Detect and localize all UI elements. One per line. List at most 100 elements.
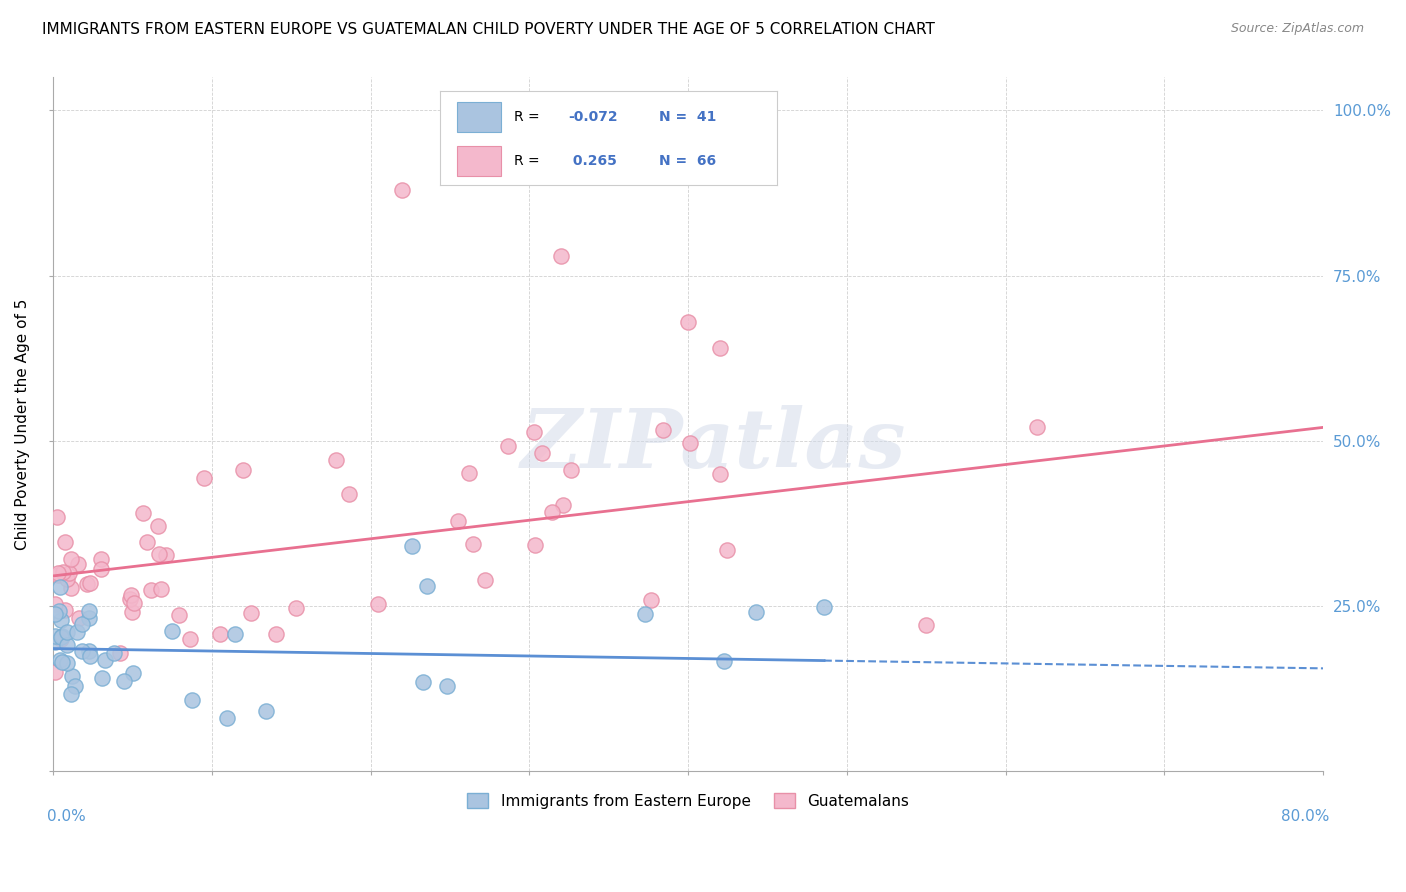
Point (56, 639, 79, 653)
Point (634, 607, 657, 621)
Point (401, 539, 423, 553)
Point (496, 439, 519, 453)
Point (457, 466, 479, 480)
Point (391, 183, 413, 197)
Point (112, 674, 135, 689)
Legend: Immigrants from Eastern Europe, Guatemalans: Immigrants from Eastern Europe, Guatemal… (461, 788, 915, 815)
Point (139, 582, 162, 597)
Point (367, 598, 389, 612)
Point (264, 626, 287, 640)
Point (716, 543, 738, 558)
Point (224, 626, 246, 640)
Point (44, 665, 66, 679)
Point (65, 679, 87, 693)
Point (51, 655, 73, 669)
Point (60, 687, 83, 701)
Point (53, 603, 76, 617)
Point (94, 653, 117, 667)
Point (55, 624, 77, 639)
Point (49, 630, 72, 644)
Point (550, 249, 572, 263)
Point (148, 519, 170, 533)
Point (337, 487, 360, 501)
Point (79, 648, 101, 663)
Point (523, 537, 546, 551)
Point (103, 647, 125, 661)
Point (51, 629, 73, 643)
Point (48, 580, 70, 594)
Point (709, 341, 731, 355)
Point (44, 598, 66, 612)
Point (416, 579, 439, 593)
Point (1026, 420, 1049, 434)
Point (813, 599, 835, 614)
Point (325, 453, 347, 467)
Text: 80.0%: 80.0% (1281, 809, 1330, 824)
Point (744, 605, 766, 619)
Point (285, 601, 308, 615)
Point (48, 653, 70, 667)
Point (709, 467, 731, 481)
Point (531, 446, 554, 460)
Point (120, 591, 142, 606)
Point (77, 643, 100, 657)
Point (58, 566, 80, 581)
Point (49, 613, 72, 627)
Point (121, 666, 143, 681)
Text: ZIPatlas: ZIPatlas (520, 405, 907, 485)
Point (179, 632, 201, 646)
Y-axis label: Child Poverty Under the Age of 5: Child Poverty Under the Age of 5 (15, 299, 30, 549)
Point (69, 611, 91, 625)
Point (217, 711, 239, 725)
Point (446, 514, 468, 528)
Point (59, 582, 82, 596)
Point (48, 603, 70, 617)
Point (108, 646, 131, 660)
Point (70, 616, 93, 631)
Point (560, 463, 582, 477)
Point (523, 425, 546, 439)
Point (412, 674, 434, 689)
Point (155, 548, 177, 562)
Point (48, 566, 70, 580)
Point (53, 535, 76, 549)
Point (121, 605, 143, 619)
Point (44, 607, 66, 622)
Point (676, 315, 699, 329)
Point (55, 572, 77, 586)
Point (72, 644, 94, 658)
Point (67, 557, 90, 571)
Point (713, 654, 735, 668)
Point (79, 610, 101, 624)
Point (149, 582, 172, 597)
Point (60, 669, 83, 683)
Point (90, 561, 112, 575)
Point (551, 498, 574, 512)
Point (148, 547, 170, 561)
Point (254, 704, 277, 718)
Text: Source: ZipAtlas.com: Source: ZipAtlas.com (1230, 22, 1364, 36)
Point (169, 608, 191, 623)
Point (76, 577, 98, 591)
Point (44, 635, 66, 649)
Point (120, 588, 142, 602)
Point (48, 568, 70, 582)
Point (90, 671, 112, 685)
Point (90, 552, 112, 566)
Point (651, 423, 673, 437)
Point (461, 537, 484, 551)
Point (540, 504, 562, 518)
Point (193, 471, 215, 485)
Point (132, 506, 155, 520)
Point (66, 625, 89, 640)
Point (239, 607, 262, 621)
Point (678, 436, 700, 450)
Point (915, 618, 938, 632)
Point (52, 566, 75, 580)
Point (162, 624, 184, 638)
Point (208, 627, 231, 641)
Point (79, 575, 101, 590)
Point (232, 462, 254, 476)
Point (55, 657, 77, 671)
Point (77, 604, 100, 618)
